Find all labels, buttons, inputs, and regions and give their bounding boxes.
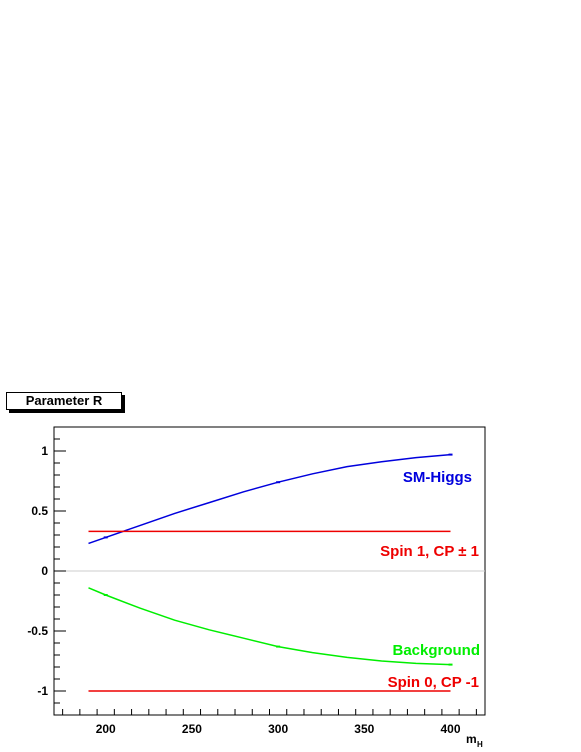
x-tick-label: 350 [354,722,374,736]
y-tick-label: -1 [37,684,48,698]
y-tick-label: 1 [41,444,48,458]
x-tick-label: 400 [441,722,461,736]
x-axis-label: m [466,732,477,746]
y-tick-label: 0 [41,564,48,578]
x-axis-label-subscript: H [477,740,483,749]
annotation-label-3: Spin 0, CP -1 [388,674,479,691]
series-line-0 [88,453,451,545]
annotation-label-0: SM-Higgs [403,469,472,486]
y-tick-label: 0.5 [31,504,48,518]
x-tick-label: 250 [182,722,202,736]
x-tick-label: 300 [268,722,288,736]
annotation-label-2: Background [392,642,480,659]
x-tick-label: 200 [96,722,116,736]
series-line-2 [88,587,451,666]
annotation-label-1: Spin 1, CP ± 1 [380,543,479,560]
chart-title: Parameter R [6,392,122,410]
y-tick-label: -0.5 [27,624,48,638]
